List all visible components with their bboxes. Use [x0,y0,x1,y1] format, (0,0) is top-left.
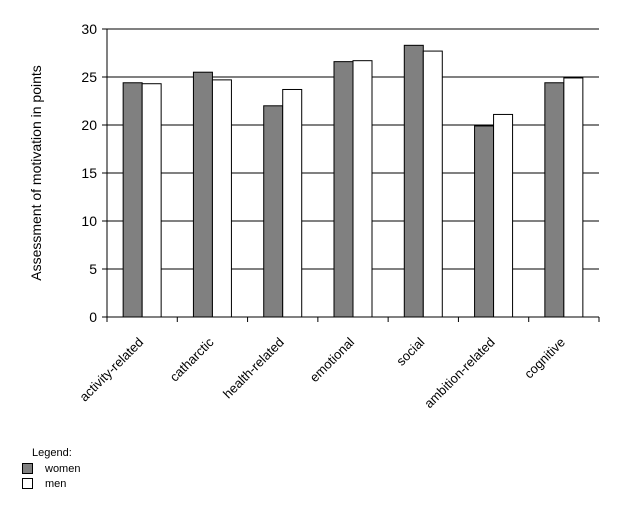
bar-women [474,125,495,318]
bar-women [403,44,424,318]
bar-women [544,82,565,318]
y-tick-label: 30 [81,21,97,37]
x-tick-label: social [393,334,427,368]
y-axis-label: Assessment of motivation in points [28,65,44,281]
x-tick-label: catharctic [167,334,217,384]
bar-men [422,50,443,318]
bar-men [141,83,162,318]
y-tick-label: 0 [89,309,97,325]
legend-label: women [45,462,81,475]
y-tick-label: 15 [81,165,97,181]
legend-swatch [22,463,33,474]
bar-men [211,79,232,318]
legend-title: Legend: [32,447,72,459]
x-tick-label: cognitive [521,335,568,382]
x-tick-label: health-related [220,335,287,402]
legend-entry-women: women [22,461,80,476]
x-tick-label: ambition-related [421,335,498,412]
legend-entries: women men [22,461,80,491]
x-tick-label: activity-related [76,335,146,405]
y-tick-labels: 0 5 10 15 20 25 30 [81,21,97,325]
y-tick-label: 5 [89,261,97,277]
bar-women [192,71,213,318]
bar-men [282,88,303,318]
legend: Legend: women men [22,447,80,491]
y-tick-label: 20 [81,117,97,133]
bar-chart: 0 5 10 15 20 25 30 activity-related catharctic h… [28,21,600,411]
bar-men [563,77,584,318]
legend-swatch [22,478,33,489]
axes [102,28,600,322]
bar-women [333,61,354,318]
y-tick-label: 10 [81,213,97,229]
bar-men [493,113,514,318]
legend-entry-men: men [22,476,80,491]
bar-women [122,82,143,318]
y-tick-label: 25 [81,69,97,85]
bar-women [263,105,284,318]
x-tick-labels: activity-related catharctic health-related… [76,334,568,411]
bars [122,44,584,318]
legend-label: men [45,477,67,490]
bar-men [352,60,373,318]
x-tick-label: emotional [307,334,358,385]
